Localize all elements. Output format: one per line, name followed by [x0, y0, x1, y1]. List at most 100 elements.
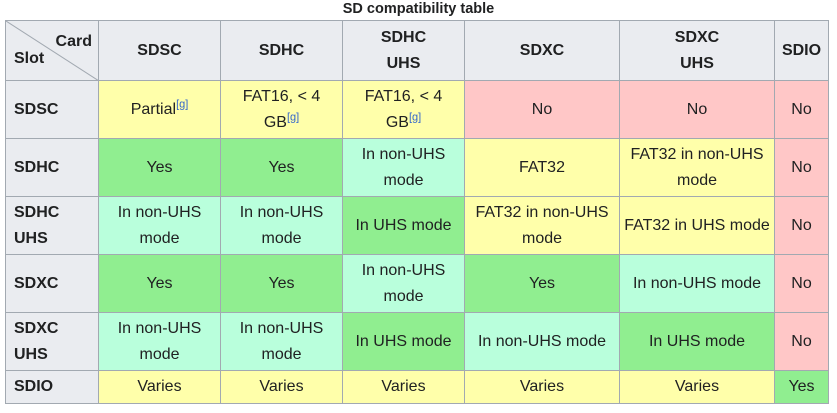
table-row: SDXC Yes Yes In non-UHS mode Yes In non-UHS m…: [5, 254, 829, 313]
table-row: SDHC UHS In non-UHS mode In non-UHS mode In …: [5, 196, 829, 255]
cell-text: FAT16, < 4 GB: [242, 87, 321, 131]
table-cell-mode: In non-UHS mode: [98, 312, 221, 371]
table-cell-yes: Yes: [774, 370, 829, 404]
column-header-sdxc: SDXC: [464, 20, 620, 81]
cell-text: Yes: [146, 158, 173, 176]
sd-compatibility-table: Card Slot SDSC SDHC SDHC UHS SDXC SDXC UHS…: [5, 20, 829, 404]
table-row: SDHC Yes Yes In non-UHS mode FAT32 FAT32 in n…: [5, 138, 829, 197]
cell-text: No: [686, 100, 708, 118]
cell-text: No: [791, 216, 812, 234]
cell-text: No: [791, 100, 812, 118]
cell-text: Yes: [268, 158, 295, 176]
table-cell-no: No: [464, 80, 620, 139]
column-header-label-line1: SDSC: [137, 41, 182, 59]
cell-text: In UHS mode: [355, 332, 452, 350]
table-cell-mode: In non-UHS mode: [619, 254, 775, 313]
table-cell-partial: Varies: [464, 370, 620, 404]
table-cell-partial: FAT16, < 4 GB[g]: [220, 80, 343, 139]
table-cell-mode: In non-UHS mode: [464, 312, 620, 371]
cell-text: In non-UHS mode: [361, 261, 446, 305]
row-header: SDSC: [5, 80, 99, 139]
table-cell-partial: Varies: [98, 370, 221, 404]
cell-text: In non-UHS mode: [632, 274, 762, 292]
cell-text: Yes: [528, 274, 556, 292]
cell-text: In non-UHS mode: [477, 332, 607, 350]
cell-text: FAT32: [519, 158, 565, 176]
table-cell-yes: Yes: [464, 254, 620, 313]
cell-text: FAT16, < 4 GB: [364, 87, 443, 131]
footnote-link[interactable]: [g]: [408, 111, 422, 124]
table-cell-partial: Varies: [342, 370, 465, 404]
row-header: SDXC UHS: [5, 312, 99, 371]
corner-header: Card Slot: [5, 20, 99, 81]
table-cell-partial: FAT32: [464, 138, 620, 197]
row-header-label-line1: SDXC: [14, 319, 59, 337]
table-cell-mode: In non-UHS mode: [220, 312, 343, 371]
cell-text: FAT32 in non-UHS mode: [475, 203, 609, 247]
cell-text: Partial: [130, 100, 177, 118]
cell-text: In non-UHS mode: [239, 319, 324, 363]
cell-text: No: [531, 100, 553, 118]
table-cell-partial: Varies: [220, 370, 343, 404]
card-axis-label: Card: [55, 33, 92, 50]
table-cell-no: No: [774, 80, 829, 139]
row-header-label-line1: SDXC: [14, 274, 59, 292]
cell-text: No: [791, 332, 812, 350]
table-cell-no: No: [774, 312, 829, 371]
table-cell-partial: FAT32 in UHS mode: [619, 196, 775, 255]
column-header-label-line2: UHS: [386, 54, 421, 72]
row-header: SDHC UHS: [5, 196, 99, 255]
table-cell-yes: Yes: [98, 138, 221, 197]
table-cell-yes: In UHS mode: [619, 312, 775, 371]
header-row: Card Slot SDSC SDHC SDHC UHS SDXC SDXC UHS…: [5, 20, 829, 81]
table-row: SDIO Varies Varies Varies Varies Varies Yes: [5, 370, 829, 404]
table-cell-no: No: [774, 196, 829, 255]
cell-text: Yes: [146, 274, 173, 292]
table-row: SDSC Partial[g] FAT16, < 4 GB[g] FAT16, < 4…: [5, 80, 829, 139]
cell-text: Yes: [268, 274, 295, 292]
column-header-sdhc: SDHC: [220, 20, 343, 81]
cell-text: In UHS mode: [648, 332, 746, 350]
column-header-sdhc-uhs: SDHC UHS: [342, 20, 465, 81]
cell-text: Varies: [259, 378, 304, 395]
table-cell-partial: FAT32 in non-UHS mode: [619, 138, 775, 197]
cell-text: FAT32 in UHS mode: [624, 216, 770, 234]
row-header-label-line1: SDHC: [14, 158, 60, 176]
cell-text: In non-UHS mode: [239, 203, 324, 247]
row-header-label-line2: UHS: [14, 345, 48, 363]
table-cell-partial: Varies: [619, 370, 775, 404]
cell-text: In non-UHS mode: [361, 145, 446, 189]
column-header-sdsc: SDSC: [98, 20, 221, 81]
table-cell-yes: In UHS mode: [342, 196, 465, 255]
row-header-label-line2: UHS: [14, 229, 48, 247]
column-header-label-line1: SDIO: [781, 41, 822, 59]
cell-text: Varies: [674, 378, 720, 395]
column-header-sdxc-uhs: SDXC UHS: [619, 20, 775, 81]
table-cell-yes: Yes: [220, 254, 343, 313]
cell-text: Varies: [519, 378, 565, 395]
row-header: SDHC: [5, 138, 99, 197]
footnote-link[interactable]: [g]: [286, 111, 300, 124]
column-header-label-line1: SDHC: [258, 41, 305, 59]
table-cell-no: No: [774, 254, 829, 313]
column-header-label-line1: SDXC: [519, 41, 565, 59]
cell-text: In UHS mode: [355, 216, 452, 234]
table-cell-mode: In non-UHS mode: [342, 254, 465, 313]
table-cell-yes: Yes: [220, 138, 343, 197]
row-header-label-line1: SDHC: [14, 203, 60, 221]
table-cell-mode: In non-UHS mode: [98, 196, 221, 255]
column-header-sdio: SDIO: [774, 20, 829, 81]
table-body: SDSC Partial[g] FAT16, < 4 GB[g] FAT16, < 4…: [5, 80, 829, 404]
table-cell-no: No: [619, 80, 775, 139]
footnote-link[interactable]: [g]: [176, 98, 189, 111]
column-header-label-line1: SDXC: [674, 28, 720, 46]
column-header-label-line2: UHS: [680, 54, 714, 72]
table-cell-partial: Partial[g]: [98, 80, 221, 139]
table-cell-mode: In non-UHS mode: [220, 196, 343, 255]
table-cell-mode: In non-UHS mode: [342, 138, 465, 197]
table-cell-partial: FAT32 in non-UHS mode: [464, 196, 620, 255]
table-cell-no: No: [774, 138, 829, 197]
cell-text: In non-UHS mode: [117, 203, 202, 247]
cell-text: Varies: [137, 378, 182, 395]
row-header: SDIO: [5, 370, 99, 404]
